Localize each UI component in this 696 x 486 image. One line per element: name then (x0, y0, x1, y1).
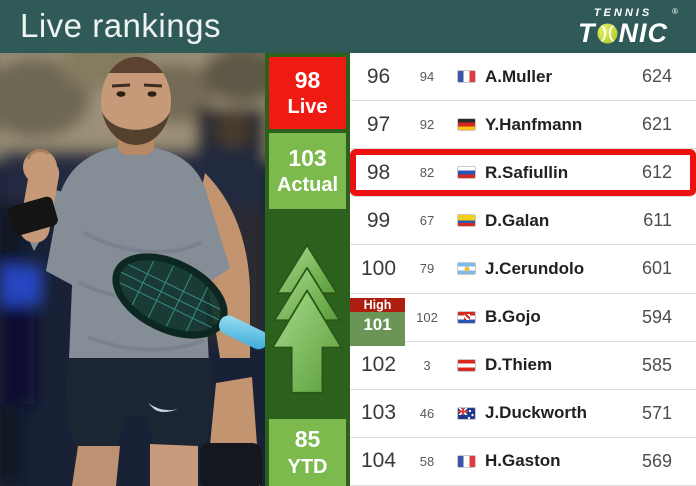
ranking-row[interactable]: 100 79 J.Cerundolo 601 (350, 245, 696, 294)
ranking-row[interactable]: 103 46 J.Duckworth 571 (350, 390, 696, 438)
ytd-stat: 85 YTD (269, 419, 346, 486)
live-rank: 97 (366, 112, 391, 136)
logo-letters-nic: NIC (618, 18, 668, 48)
player-name: J.Duckworth (485, 403, 588, 423)
ranking-row[interactable]: 98 82 R.Safiullin 612 (350, 149, 696, 198)
ranking-row[interactable]: 104 58 H.Gaston 569 (350, 438, 696, 486)
rankings-table: 96 94 A.Muller 624 97 92 Y.Hanfmann 621 … (350, 53, 696, 486)
hr-flag (457, 310, 476, 324)
player-name: D.Thiem (485, 355, 553, 375)
career-high-number: 67 (419, 213, 435, 229)
career-high-number: 82 (419, 165, 435, 181)
actual-rank-stat: 103 Actual (269, 133, 346, 209)
career-high-number: 58 (419, 453, 435, 469)
career-high-badge-label: High (350, 297, 405, 312)
player-name: A.Muller (485, 66, 553, 86)
rank-cell: High 101 (350, 294, 407, 346)
ytd-value: 85 (294, 426, 321, 453)
ranking-row[interactable]: High 101 102 B.Gojo 594 (350, 294, 696, 346)
rank-cell: 100 (350, 245, 407, 292)
career-high-number: 102 (416, 309, 438, 325)
points-value: 612 (641, 162, 672, 183)
up-arrow-icon (271, 244, 343, 394)
trend-panel (269, 213, 346, 415)
header: Live rankings ® TENNIS T NIC (0, 0, 696, 53)
live-rank-value: 98 (294, 66, 321, 93)
logo-letter-t: T (578, 18, 596, 48)
rank-cell: 99 (350, 197, 407, 244)
points-value: 594 (641, 306, 672, 327)
live-rank: 99 (366, 208, 391, 232)
live-rank-label: Live (287, 96, 328, 119)
actual-rank-label: Actual (276, 174, 339, 197)
live-rank-stat: 98 Live (269, 57, 346, 129)
live-rank: 104 (360, 449, 397, 473)
player-photo (0, 53, 265, 486)
logo-word-tennis: TENNIS (593, 7, 653, 19)
de-flag (457, 118, 476, 132)
tennis-ball-icon (597, 23, 617, 44)
career-high-number: 79 (419, 261, 435, 277)
live-rank: 98 (366, 160, 391, 184)
points-value: 569 (641, 450, 672, 471)
ranking-row[interactable]: 97 92 Y.Hanfmann 621 (350, 101, 696, 150)
rank-cell: 97 (350, 101, 407, 148)
points-value: 601 (641, 258, 672, 279)
rank-cell: 102 (350, 342, 407, 389)
points-value: 585 (641, 354, 672, 375)
career-high-number: 92 (419, 117, 435, 133)
rank-cell: 103 (350, 390, 407, 437)
at-flag (457, 358, 476, 372)
ar-flag (457, 262, 476, 276)
ranking-row[interactable]: 99 67 D.Galan 611 (350, 197, 696, 246)
rank-cell: 98 (350, 149, 407, 196)
rank-cell: 104 (350, 438, 407, 485)
actual-rank-value: 103 (288, 144, 327, 171)
fr-flag (457, 454, 476, 468)
fr-flag (457, 70, 476, 84)
career-high-badge: High 101 (350, 297, 405, 346)
player-name: H.Gaston (485, 451, 561, 471)
live-rank: 100 (360, 256, 397, 280)
player-photo-illustration (0, 53, 265, 486)
live-rank: 102 (360, 353, 397, 377)
player-name: B.Gojo (485, 307, 541, 327)
points-value: 624 (641, 66, 672, 87)
player-name: Y.Hanfmann (485, 114, 583, 134)
ru-flag (457, 166, 476, 180)
career-high-number: 46 (419, 405, 435, 421)
ranking-row[interactable]: 102 3 D.Thiem 585 (350, 342, 696, 390)
live-rank: 103 (360, 401, 397, 425)
co-flag (457, 214, 476, 228)
ytd-label: YTD (287, 455, 328, 478)
rank-cell: 96 (350, 53, 407, 100)
points-value: 571 (641, 402, 672, 423)
player-name: J.Cerundolo (485, 258, 585, 278)
registered-mark: ® (672, 7, 678, 16)
player-name: D.Galan (485, 210, 550, 230)
player-name: R.Safiullin (485, 162, 569, 182)
points-value: 611 (643, 210, 672, 231)
career-high-badge-rank: 101 (350, 311, 405, 346)
logo-word-tonic: T NIC (578, 20, 668, 47)
career-high-number: 94 (419, 69, 435, 85)
page-title: Live rankings (20, 6, 221, 44)
points-value: 621 (641, 114, 672, 135)
ranking-row[interactable]: 96 94 A.Muller 624 (350, 53, 696, 102)
au-flag (457, 406, 476, 420)
tennis-tonic-logo[interactable]: ® TENNIS T NIC (578, 6, 680, 47)
career-high-number: 3 (423, 357, 431, 373)
live-rank: 96 (366, 64, 391, 88)
ranking-stats-column: 98 Live 103 Actual 85 (265, 53, 350, 486)
